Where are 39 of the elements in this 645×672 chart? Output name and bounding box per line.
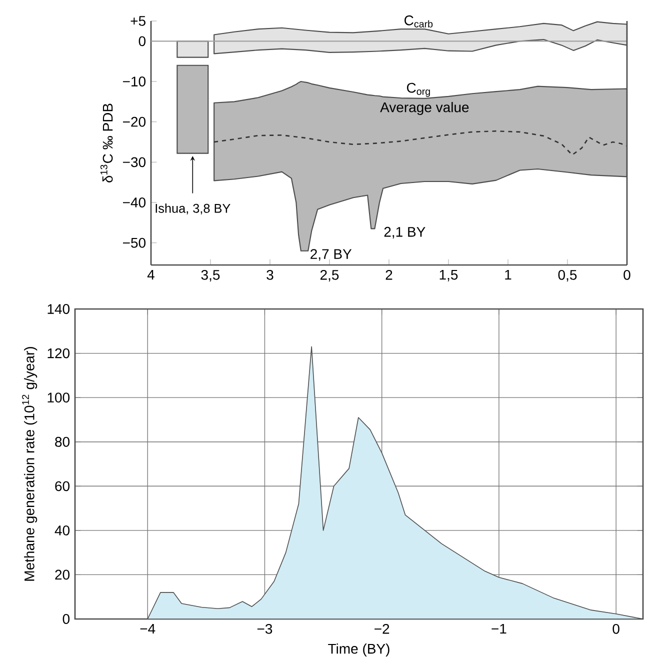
y-tick-label: 100 [48, 392, 70, 403]
y-tick-label: −40 [123, 198, 146, 208]
y-tick-label: −20 [123, 116, 146, 127]
y-tick-label: −50 [123, 238, 146, 248]
x-tick-label: 0 [612, 624, 620, 634]
x-tick-label: 4 [147, 270, 154, 280]
y-tick-label: +5 [130, 16, 146, 26]
annotation: C$_{org}$ [406, 82, 430, 97]
line-series [213, 130, 628, 156]
x-tick-label: 2,5 [320, 270, 339, 282]
series-label: Average value [380, 102, 469, 116]
x-tick-label: 3 [266, 270, 274, 280]
y-tick-label: 0 [138, 36, 146, 46]
x-tick-label: −3 [257, 624, 272, 634]
annotation: 2,1 BY [384, 226, 426, 238]
x-tick-label: −1 [492, 624, 506, 634]
y-tick-label: 40 [54, 525, 70, 536]
annotation: 2,7 BY [310, 249, 352, 261]
y-tick-label: −10 [123, 76, 146, 86]
x-tick-label: 0 [624, 270, 630, 280]
x-tick-label: 2 [386, 270, 392, 280]
x-tick-label: −2 [374, 624, 390, 634]
y-axis-title: Methane generation rate (10$^{12}$ g/year) [22, 347, 38, 581]
x-tick-label: 1,5 [440, 270, 458, 282]
y-axis-title: δ$^{13}$C ‰ PDB [100, 104, 113, 182]
x-tick-label: −4 [140, 624, 156, 634]
x-tick-label: 3,5 [201, 270, 220, 282]
y-tick-label: 140 [48, 304, 70, 314]
annotation: Ishua, 3,8 BY [156, 204, 230, 214]
y-tick-label: 0 [62, 614, 70, 624]
y-tick-label: −30 [123, 157, 146, 168]
x-tick-label: 0,5 [558, 270, 577, 282]
x-tick-label: 1 [505, 270, 512, 280]
y-tick-label: 60 [55, 481, 70, 492]
y-tick-label: 120 [48, 348, 70, 358]
y-tick-label: 20 [55, 570, 70, 580]
y-tick-label: 80 [55, 436, 70, 447]
annotation: C$_{carb}$ [404, 15, 433, 28]
x-axis-title: Time (BY) [328, 643, 390, 656]
